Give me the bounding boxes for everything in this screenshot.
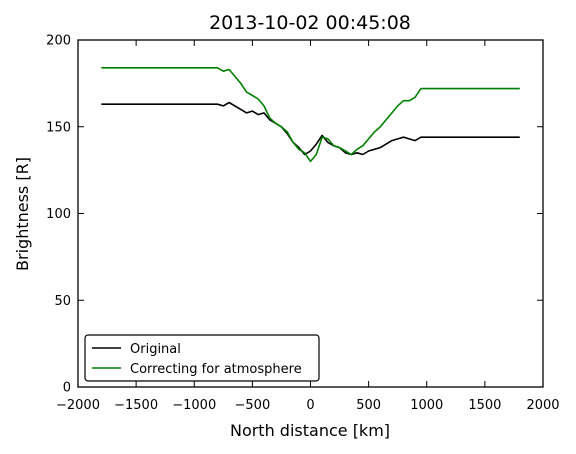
legend: Original Correcting for atmosphere [84, 334, 320, 382]
plot-frame [77, 39, 544, 388]
series-line-original [101, 101, 520, 156]
series-line-corrected [101, 67, 520, 163]
legend-label-original: Original [130, 342, 181, 357]
plot-area [77, 39, 544, 388]
x-tick-label: 1000 [410, 398, 443, 413]
tick-layer [77, 39, 544, 388]
x-tick-label: 0 [306, 398, 314, 413]
x-tick-label: −2000 [56, 398, 100, 413]
x-tick-label: −1500 [114, 398, 158, 413]
y-tick-label: 50 [54, 294, 71, 309]
y-tick-label: 200 [46, 34, 71, 49]
x-tick-label: 500 [356, 398, 381, 413]
y-axis-title: Brightness [R] [13, 157, 32, 271]
y-tick-label: 0 [63, 381, 71, 396]
y-tick-label: 150 [46, 120, 71, 135]
series-layer [101, 67, 520, 163]
x-tick-label: 2000 [526, 398, 559, 413]
chart-title: 2013-10-02 00:45:08 [209, 12, 411, 34]
legend-box [84, 334, 320, 382]
y-tick-labels: 0 50 100 150 200 [46, 34, 71, 396]
legend-label-corrected: Correcting for atmosphere [130, 362, 302, 377]
x-tick-labels: −2000 −1500 −1000 −500 0 500 1000 1500 2000 [56, 398, 560, 413]
x-axis-title: North distance [km] [230, 421, 390, 440]
x-tick-label: −1000 [172, 398, 216, 413]
x-tick-label: 1500 [468, 398, 501, 413]
x-tick-label: −500 [235, 398, 271, 413]
y-tick-label: 100 [46, 207, 71, 222]
